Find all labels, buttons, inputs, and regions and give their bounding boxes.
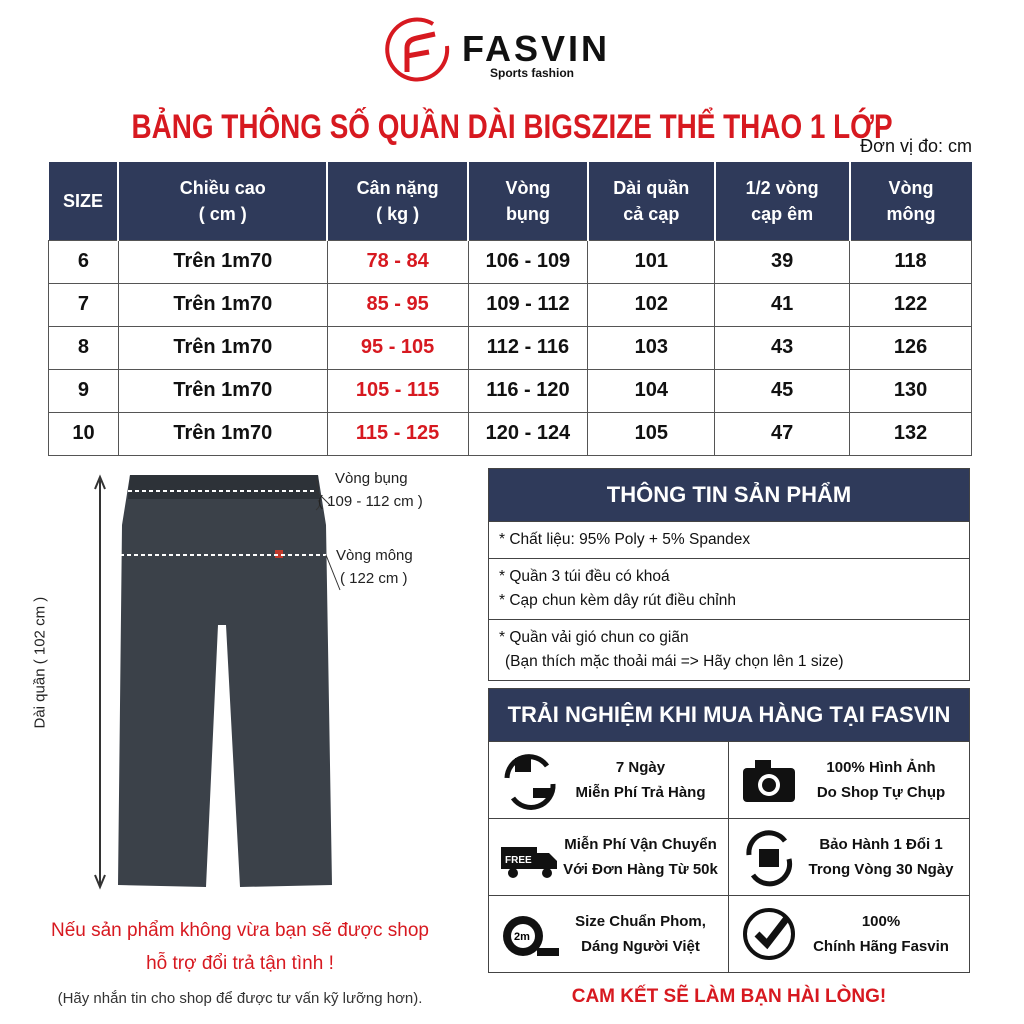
experience-item: 2m Size Chuẩn Phom, Dáng Người Việt (489, 895, 729, 972)
length-label: Dài quần ( 102 cm ) (31, 596, 49, 729)
check-badge-icon (743, 908, 795, 960)
table-cell: 112 - 116 (467, 325, 589, 370)
table-cell: 10 (48, 411, 119, 456)
size-table: SIZE Chiều cao( cm ) Cân nặng( kg ) Vòng bụn… (48, 162, 972, 456)
table-cell: 9 (48, 368, 119, 413)
table-cell: 122 (849, 282, 972, 327)
product-info-title: THÔNG TIN SẢN PHẨM (489, 469, 969, 521)
table-cell: Trên 1m70 (117, 282, 328, 327)
info-row: * Chất liệu: 95% Poly + 5% Spandex (489, 521, 969, 558)
note-line-2: hỗ trợ đổi trả tận tình ! (146, 953, 334, 974)
waist-label: Vòng bụng (335, 470, 408, 487)
table-cell: 43 (714, 325, 851, 370)
table-cell: 115 - 125 (326, 411, 469, 456)
product-info-box: THÔNG TIN SẢN PHẨM * Chất liệu: 95% Poly… (488, 468, 970, 681)
column-header: Vòng bụng (467, 162, 588, 240)
table-cell: 7 (48, 282, 119, 327)
column-header: Cân nặng( kg ) (326, 162, 468, 240)
note-line-3: (Hãy nhắn tin cho shop để được tư vấn kỹ… (57, 990, 423, 1007)
table-cell: 109 - 112 (467, 282, 589, 327)
table-cell: 101 (587, 239, 716, 284)
table-cell: 120 - 124 (467, 411, 589, 456)
column-header: SIZE (48, 162, 119, 240)
hip-value: ( 122 cm ) (340, 570, 408, 587)
table-cell: 8 (48, 325, 119, 370)
waist-value: ( 109 - 112 cm ) (318, 493, 423, 510)
tape-measure-icon: 2m (503, 916, 559, 956)
page-title: BẢNG THÔNG SỐ QUẦN DÀI BIGSZIZE THỂ THAO… (131, 108, 893, 146)
table-cell: 126 (849, 325, 972, 370)
table-cell: 41 (714, 282, 851, 327)
column-header: 1/2 vòng cạp êm (713, 162, 850, 240)
table-cell: 102 (587, 282, 716, 327)
table-row: 7 Trên 1m70 85 - 95 109 - 112 102 41 122 (48, 282, 972, 327)
table-row: 8 Trên 1m70 95 - 105 112 - 116 103 43 126 (48, 325, 972, 370)
table-cell: 95 - 105 (326, 325, 469, 370)
table-cell: Trên 1m70 (117, 411, 328, 456)
experience-item: 100% Chính Hãng Fasvin (729, 895, 969, 972)
table-cell: 39 (714, 239, 851, 284)
experience-box: TRẢI NGHIỆM KHI MUA HÀNG TẠI FASVIN 7 Ng… (488, 688, 970, 973)
experience-item: 7 Ngày Miễn Phí Trả Hàng (489, 741, 729, 818)
table-cell: 103 (587, 325, 716, 370)
column-header: Dài quần cả cạp (586, 162, 715, 240)
pants-diagram (94, 474, 341, 890)
brand-tagline: Sports fashion (490, 66, 575, 80)
table-cell: 45 (714, 368, 851, 413)
table-cell: 106 - 109 (467, 239, 589, 284)
table-row: 9 Trên 1m70 105 - 115 116 - 120 104 45 130 (48, 368, 972, 413)
table-row: 6 Trên 1m70 78 - 84 106 - 109 101 39 118 (48, 239, 972, 284)
logo-patch (275, 550, 283, 558)
table-cell: 78 - 84 (326, 239, 469, 284)
column-header: Vòng mông (848, 162, 972, 240)
table-cell: 85 - 95 (326, 282, 469, 327)
table-row: 10 Trên 1m70 115 - 125 120 - 124 105 47 132 (48, 411, 972, 456)
table-cell: 118 (849, 239, 972, 284)
warranty-box-icon (746, 830, 793, 887)
table-cell: Trên 1m70 (117, 239, 328, 284)
return-box-icon (504, 754, 556, 810)
table-cell: 105 (587, 411, 716, 456)
logo-icon (385, 17, 450, 82)
table-cell: 105 - 115 (326, 368, 469, 413)
experience-item: 100% Hình Ảnh Do Shop Tự Chụp (729, 741, 969, 818)
info-row: * Quần vải gió chun co giãn (Bạn thích mặ… (489, 619, 969, 680)
camera-icon (743, 760, 795, 802)
experience-item: Bảo Hành 1 Đổi 1 Trong Vòng 30 Ngày (729, 818, 969, 895)
note-line-1: Nếu sản phẩm không vừa bạn sẽ được shop (50, 920, 429, 941)
experience-item: FREE Miễn Phí Vận Chuyển Với Đơn Hàng Từ 5… (489, 818, 729, 895)
info-row: * Quần 3 túi đều có khoá * Cạp chun kèm d… (489, 558, 969, 619)
unit-label: Đơn vị đo: cm (860, 136, 972, 156)
table-cell: Trên 1m70 (117, 368, 328, 413)
table-cell: 132 (849, 411, 972, 456)
brand-name: FASVIN (462, 28, 611, 69)
experience-title: TRẢI NGHIỆM KHI MUA HÀNG TẠI FASVIN (489, 689, 969, 741)
free-truck-icon: FREE (501, 847, 557, 878)
table-cell: 104 (587, 368, 716, 413)
table-cell: Trên 1m70 (117, 325, 328, 370)
svg-text:FREE: FREE (505, 855, 532, 866)
column-header: Chiều cao( cm ) (117, 162, 328, 240)
table-cell: 130 (849, 368, 972, 413)
table-cell: 47 (714, 411, 851, 456)
table-cell: 116 - 120 (467, 368, 589, 413)
commitment-text: CAM KẾT SẼ LÀM BẠN HÀI LÒNG! (571, 986, 887, 1007)
table-cell: 6 (48, 239, 119, 284)
svg-text:2m: 2m (514, 931, 530, 943)
hip-label: Vòng mông (336, 547, 413, 564)
